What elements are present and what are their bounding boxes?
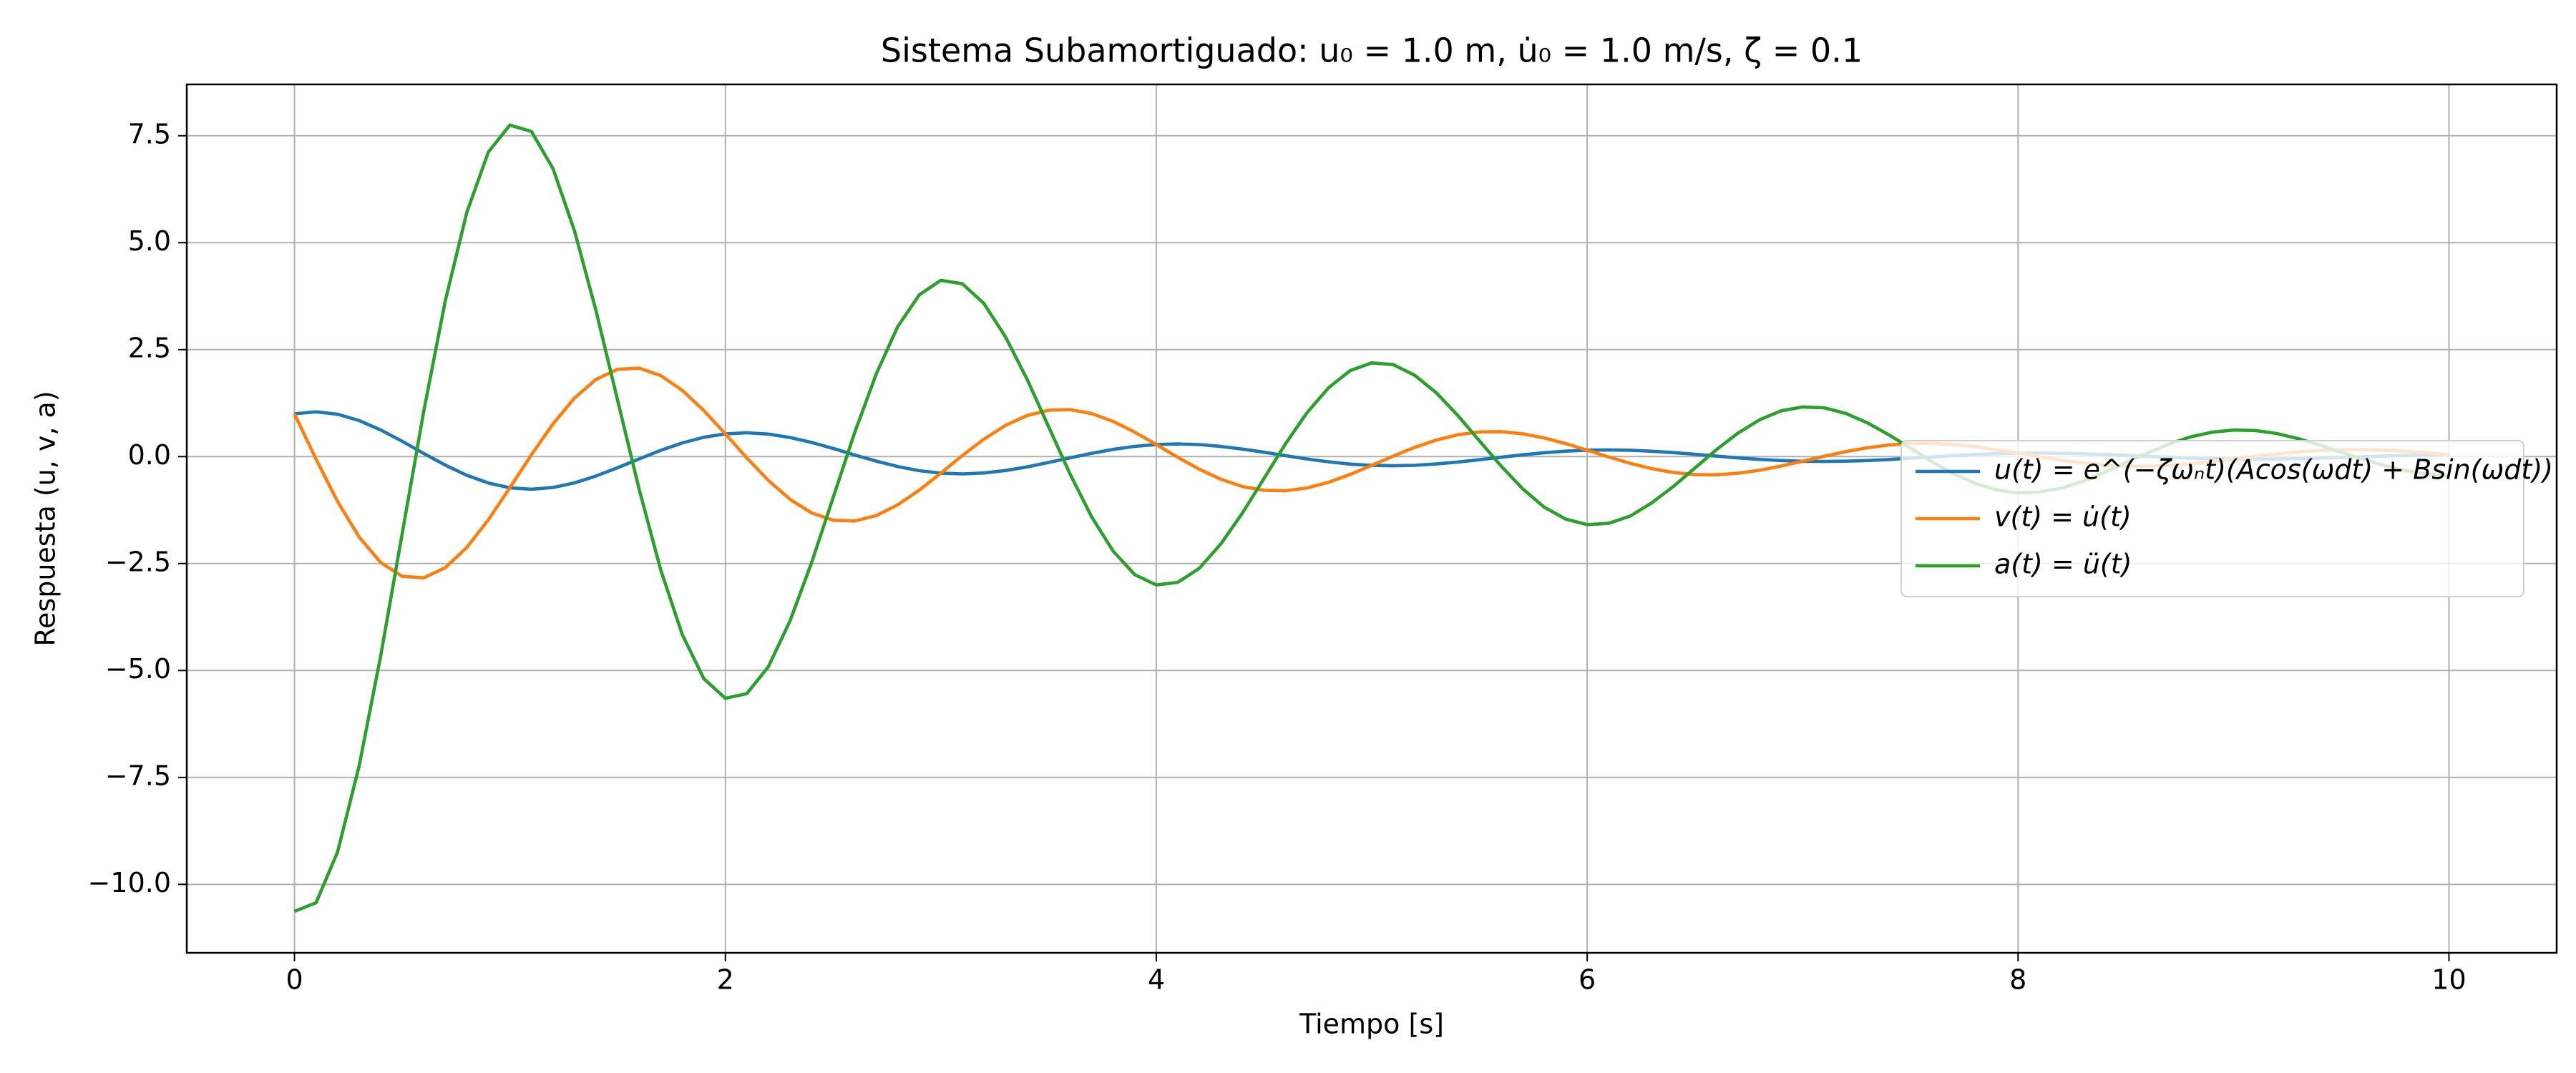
- y-tick-label: 2.5: [128, 332, 171, 363]
- legend-label: v(t) = u̇(t): [1994, 501, 2132, 533]
- axes-frame: [185, 83, 2558, 954]
- y-tick-label: 5.0: [128, 225, 171, 257]
- x-tick-label: 6: [1579, 964, 1596, 996]
- y-tick-label: −10.0: [88, 867, 171, 898]
- legend-label: a(t) = ü(t): [1994, 549, 2132, 580]
- y-tick-label: −2.5: [105, 546, 171, 577]
- x-tick-label: 8: [2009, 964, 2026, 996]
- x-tick-label: 2: [717, 964, 734, 996]
- x-tick-label: 10: [2431, 964, 2466, 996]
- y-tick-label: 0.0: [128, 439, 171, 471]
- chart-title: Sistema Subamortiguado: u₀ = 1.0 m, u̇₀ …: [881, 31, 1863, 70]
- legend-label: u(t) = e^(−ζωₙt)(Acos(ωdt) + Bsin(ωdt)): [1994, 454, 2553, 486]
- y-axis-label: Respuesta (u, v, a): [30, 391, 62, 646]
- x-tick-label: 0: [286, 964, 303, 996]
- y-tick-label: −5.0: [105, 653, 171, 685]
- y-tick-label: −7.5: [105, 760, 171, 791]
- x-tick-label: 4: [1148, 964, 1165, 996]
- legend-box: [1901, 440, 2524, 597]
- x-axis-label: Tiempo [s]: [1299, 1009, 1444, 1040]
- y-tick-label: 7.5: [128, 118, 171, 150]
